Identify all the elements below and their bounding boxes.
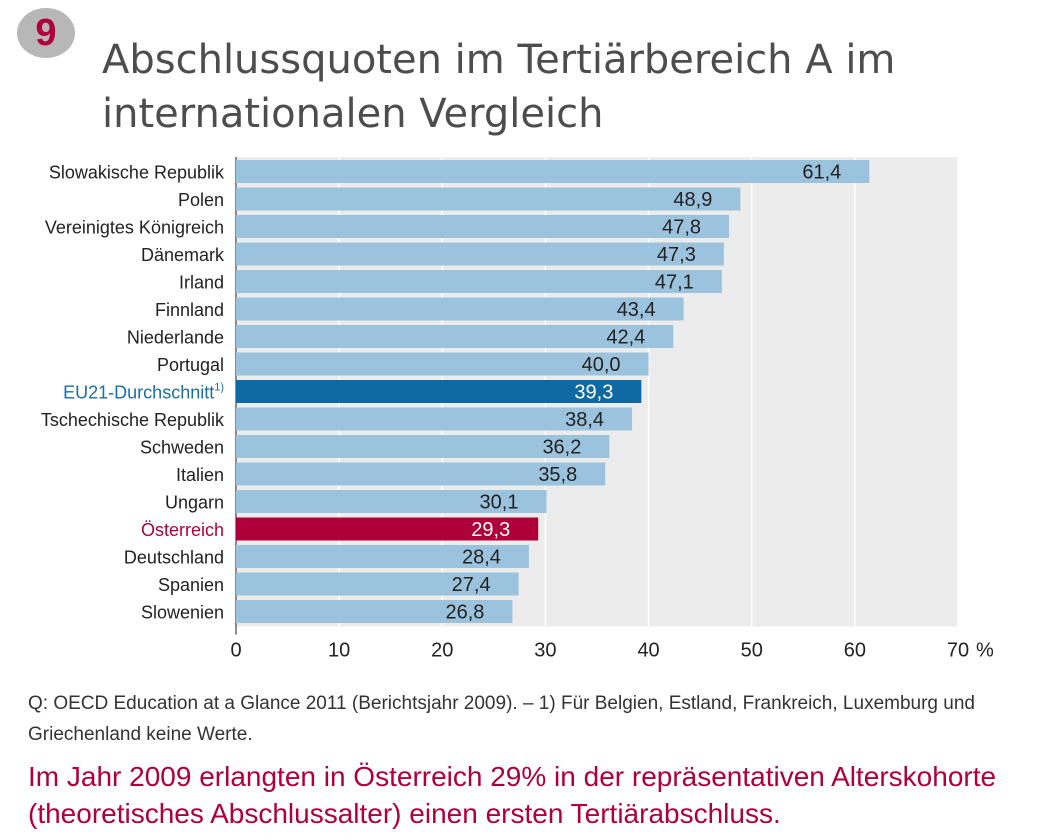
bar-value-label: 48,9 xyxy=(673,189,712,211)
bar-chart: 0 10 20 30 40 50 60 70 % 61,4 Slowakische Republik… xyxy=(41,157,994,661)
bar-value-label: 39,3 xyxy=(574,382,613,404)
bar-value-label: 35,8 xyxy=(538,464,577,486)
bar-value-label: 43,4 xyxy=(617,299,656,321)
footnote-marker: 1) xyxy=(214,382,224,394)
bar-value-label: 38,4 xyxy=(565,409,604,431)
bar xyxy=(236,545,529,568)
bar-value-label: 36,2 xyxy=(542,437,581,459)
bar-value-label: 27,4 xyxy=(452,574,491,596)
bar-value-label: 29,3 xyxy=(471,519,510,541)
bar xyxy=(236,325,674,348)
bar xyxy=(236,435,610,458)
category-label: Österreich xyxy=(141,520,224,540)
bar xyxy=(236,160,870,183)
source-footnote: Q: OECD Education at a Glance 2011 (Beri… xyxy=(28,693,975,745)
category-label: Schweden xyxy=(140,438,224,458)
figure-number: 9 xyxy=(35,12,57,54)
x-tick-label: 0 xyxy=(230,640,241,661)
bar-value-label: 26,8 xyxy=(445,602,484,624)
bar xyxy=(236,572,519,596)
bar xyxy=(236,187,741,211)
category-label: Polen xyxy=(178,190,224,210)
bar xyxy=(236,270,722,293)
bar xyxy=(236,242,724,266)
x-tick-label: 70 xyxy=(947,640,969,661)
bar-value-label: 47,1 xyxy=(655,272,694,294)
x-tick-label: 40 xyxy=(637,640,659,661)
category-label: Portugal xyxy=(157,355,224,375)
category-label: Vereinigtes Königreich xyxy=(45,218,224,238)
summary-statement: Im Jahr 2009 erlangten in Österreich 29%… xyxy=(28,761,997,829)
bar xyxy=(236,380,642,403)
bar xyxy=(236,490,547,513)
category-label: Ungarn xyxy=(165,493,224,513)
x-unit-label: % xyxy=(976,640,994,661)
x-tick-label: 50 xyxy=(741,640,763,661)
bar xyxy=(236,215,730,238)
bar-value-label: 47,8 xyxy=(662,217,701,239)
category-label: Deutschland xyxy=(124,548,224,568)
bar-value-label: 28,4 xyxy=(462,547,501,569)
bar xyxy=(236,462,606,486)
bar xyxy=(236,517,539,541)
category-label: Niederlande xyxy=(127,328,224,348)
bar xyxy=(236,352,649,376)
category-label: Tschechische Republik xyxy=(41,410,225,430)
category-label: EU21-Durchschnitt1) xyxy=(63,382,224,403)
bar-value-label: 30,1 xyxy=(480,492,519,514)
bar-value-label: 40,0 xyxy=(582,354,621,376)
bar xyxy=(236,297,684,321)
bar-value-label: 42,4 xyxy=(606,327,645,349)
x-tick-label: 10 xyxy=(328,640,350,661)
category-label: Dänemark xyxy=(141,245,225,265)
category-label: Slowenien xyxy=(141,603,224,623)
bar xyxy=(236,407,633,431)
chart-title: Abschlussquoten im Tertiärbereich A im i… xyxy=(102,36,896,137)
bar-value-label: 47,3 xyxy=(657,244,696,266)
category-label: Spanien xyxy=(158,575,224,595)
x-tick-label: 20 xyxy=(431,640,453,661)
bar-value-label: 61,4 xyxy=(802,162,841,184)
category-label: Irland xyxy=(179,273,224,293)
category-label: Finnland xyxy=(155,300,224,320)
x-tick-label: 30 xyxy=(534,640,556,661)
x-tick-label: 60 xyxy=(844,640,866,661)
category-label: Slowakische Republik xyxy=(49,163,225,183)
bar xyxy=(236,600,513,623)
figure-number-badge: 9 xyxy=(17,8,75,58)
category-label: Italien xyxy=(176,465,224,485)
